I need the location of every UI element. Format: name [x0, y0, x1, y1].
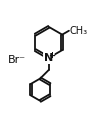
Text: Br⁻: Br⁻ [8, 55, 26, 65]
Text: N: N [44, 53, 53, 63]
Text: +: + [48, 51, 55, 61]
Text: CH₃: CH₃ [69, 26, 87, 36]
